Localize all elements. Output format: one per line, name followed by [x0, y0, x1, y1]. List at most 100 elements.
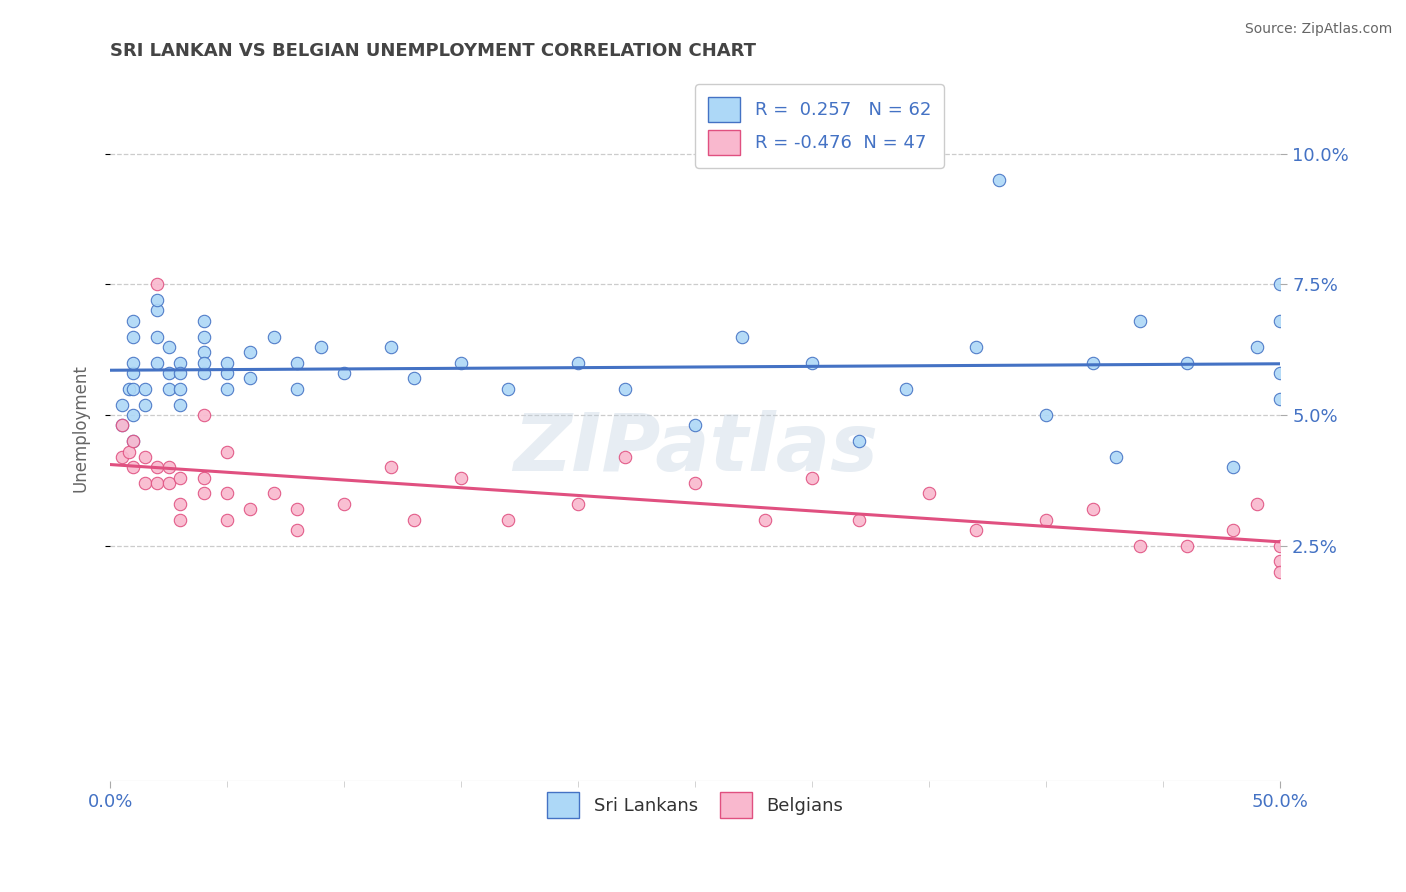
Point — [217, 444, 239, 458]
Point — [380, 340, 402, 354]
Point — [157, 475, 180, 490]
Point — [1270, 277, 1292, 292]
Text: ZIPatlas: ZIPatlas — [513, 410, 877, 488]
Point — [217, 486, 239, 500]
Point — [122, 460, 145, 475]
Point — [894, 382, 917, 396]
Point — [333, 366, 356, 380]
Point — [118, 382, 141, 396]
Point — [169, 471, 191, 485]
Point — [169, 382, 191, 396]
Point — [1270, 565, 1292, 579]
Point — [613, 450, 636, 464]
Point — [134, 382, 156, 396]
Point — [217, 356, 239, 370]
Point — [134, 398, 156, 412]
Point — [169, 366, 191, 380]
Point — [193, 366, 215, 380]
Point — [1270, 392, 1292, 407]
Point — [122, 408, 145, 422]
Point — [134, 475, 156, 490]
Y-axis label: Unemployment: Unemployment — [72, 364, 89, 492]
Point — [169, 513, 191, 527]
Point — [567, 497, 589, 511]
Point — [239, 371, 262, 385]
Point — [193, 408, 215, 422]
Point — [965, 340, 987, 354]
Point — [111, 450, 134, 464]
Point — [1246, 497, 1268, 511]
Point — [683, 418, 706, 433]
Point — [263, 486, 285, 500]
Point — [285, 382, 308, 396]
Point — [380, 460, 402, 475]
Point — [848, 434, 870, 449]
Point — [285, 356, 308, 370]
Point — [1129, 539, 1152, 553]
Point — [157, 340, 180, 354]
Point — [404, 513, 426, 527]
Point — [1270, 554, 1292, 568]
Point — [496, 513, 519, 527]
Point — [122, 434, 145, 449]
Point — [567, 356, 589, 370]
Legend: Sri Lankans, Belgians: Sri Lankans, Belgians — [540, 785, 851, 825]
Point — [157, 366, 180, 380]
Point — [146, 277, 169, 292]
Point — [193, 314, 215, 328]
Point — [613, 382, 636, 396]
Point — [450, 356, 472, 370]
Point — [217, 366, 239, 380]
Point — [965, 523, 987, 537]
Point — [146, 303, 169, 318]
Point — [1081, 502, 1104, 516]
Point — [193, 356, 215, 370]
Point — [122, 314, 145, 328]
Point — [1105, 450, 1128, 464]
Point — [285, 523, 308, 537]
Point — [309, 340, 332, 354]
Point — [1222, 460, 1244, 475]
Point — [1175, 539, 1198, 553]
Point — [1035, 513, 1057, 527]
Point — [683, 475, 706, 490]
Point — [122, 382, 145, 396]
Point — [146, 293, 169, 307]
Point — [146, 329, 169, 343]
Point — [122, 366, 145, 380]
Point — [169, 398, 191, 412]
Point — [1270, 314, 1292, 328]
Point — [1270, 366, 1292, 380]
Point — [1246, 340, 1268, 354]
Point — [1270, 539, 1292, 553]
Point — [239, 502, 262, 516]
Point — [193, 471, 215, 485]
Point — [122, 329, 145, 343]
Point — [1081, 356, 1104, 370]
Point — [157, 460, 180, 475]
Point — [754, 513, 776, 527]
Point — [285, 502, 308, 516]
Point — [169, 356, 191, 370]
Point — [157, 382, 180, 396]
Point — [217, 382, 239, 396]
Point — [404, 371, 426, 385]
Point — [333, 497, 356, 511]
Point — [239, 345, 262, 359]
Point — [146, 460, 169, 475]
Point — [122, 434, 145, 449]
Point — [918, 486, 941, 500]
Point — [111, 418, 134, 433]
Point — [801, 471, 824, 485]
Text: SRI LANKAN VS BELGIAN UNEMPLOYMENT CORRELATION CHART: SRI LANKAN VS BELGIAN UNEMPLOYMENT CORRE… — [110, 42, 756, 60]
Point — [122, 356, 145, 370]
Point — [731, 329, 754, 343]
Point — [111, 418, 134, 433]
Point — [263, 329, 285, 343]
Text: Source: ZipAtlas.com: Source: ZipAtlas.com — [1244, 22, 1392, 37]
Point — [496, 382, 519, 396]
Point — [193, 486, 215, 500]
Point — [146, 356, 169, 370]
Point — [169, 497, 191, 511]
Point — [801, 356, 824, 370]
